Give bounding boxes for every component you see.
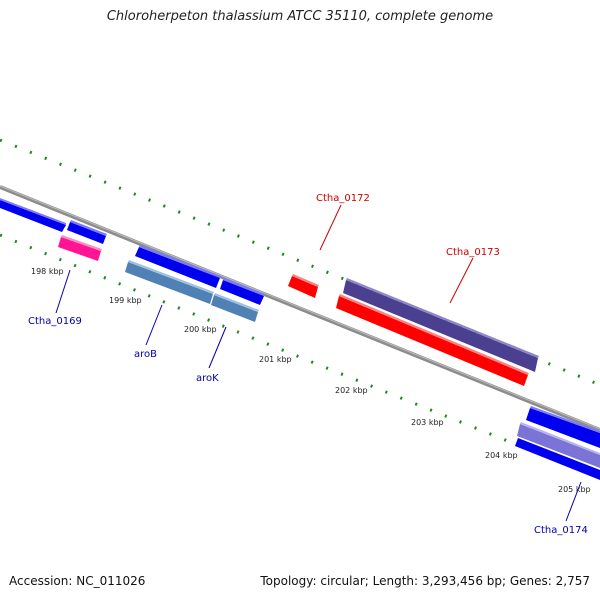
gene-arok[interactable] <box>211 293 259 322</box>
scale-label-199: 199 kbp <box>109 296 142 305</box>
genome-backbone <box>0 185 600 432</box>
scale-label-203: 203 kbp <box>411 418 444 427</box>
scale-label-200: 200 kbp <box>184 325 217 334</box>
gene-arob[interactable] <box>125 260 214 304</box>
gene-reverse-right-1[interactable] <box>526 406 600 448</box>
leader-ctha0169 <box>55 269 71 314</box>
scale-label-202: 202 kbp <box>335 386 368 395</box>
gene-ctha0172[interactable] <box>288 274 319 298</box>
leader-ctha0174 <box>565 481 582 522</box>
genome-backbone-highlight <box>0 185 600 430</box>
scale-label-198: 198 kbp <box>31 267 64 276</box>
leader-ctha0172 <box>319 204 342 251</box>
gene-label-ctha0169[interactable]: Ctha_0169 <box>28 316 82 327</box>
scale-label-201: 201 kbp <box>259 355 292 364</box>
gene-reverse-right-2[interactable] <box>515 438 600 480</box>
gene-label-arob[interactable]: aroB <box>134 349 157 360</box>
gene-purple-right[interactable] <box>517 422 600 468</box>
genome-summary-text: Topology: circular; Length: 3,293,456 bp… <box>260 574 590 588</box>
gene-label-ctha0174[interactable]: Ctha_0174 <box>534 525 588 536</box>
leader-arok <box>208 326 227 369</box>
map-title: Chloroherpeton thalassium ATCC 35110, co… <box>106 9 494 24</box>
gene-label-ctha0173[interactable]: Ctha_0173 <box>446 247 500 258</box>
gene-label-ctha0172[interactable]: Ctha_0172 <box>316 193 370 204</box>
gene-ctha0173[interactable] <box>336 294 529 386</box>
leader-arob <box>145 304 163 346</box>
leader-ctha0173 <box>449 257 474 304</box>
gene-rna-ctha0169[interactable] <box>58 235 102 261</box>
gene-reverse-left-1[interactable] <box>0 198 66 232</box>
gene-reverse-mid-1[interactable] <box>135 245 221 288</box>
gene-reverse-left-2[interactable] <box>67 220 107 244</box>
scale-label-204: 204 kbp <box>485 451 518 460</box>
accession-text: Accession: NC_011026 <box>9 574 146 588</box>
gene-reverse-mid-2[interactable] <box>220 278 265 305</box>
scale-label-205: 205 kbp <box>558 485 591 494</box>
gene-label-arok[interactable]: aroK <box>196 373 219 384</box>
gene-purple-ctha0173[interactable] <box>343 278 539 372</box>
